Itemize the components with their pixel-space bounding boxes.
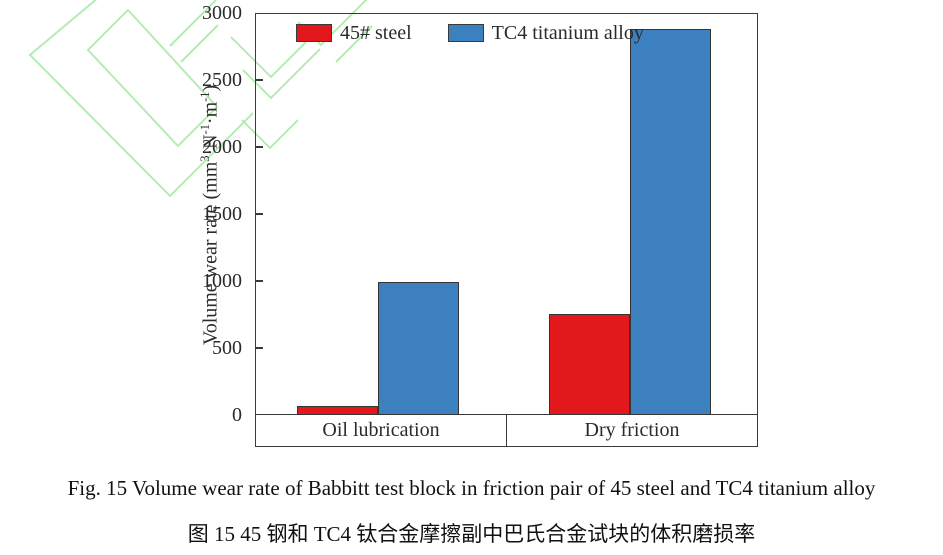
y-tick-mark-1000 [256,280,263,282]
caption-chinese: 图 15 45 钢和 TC4 钛合金摩擦副中巴氏合金试块的体积磨损率 [187,522,756,546]
y-tick-label-3000: 3000 [202,2,242,24]
bar-tc4-titanium-alloy-dry-friction [630,29,711,415]
y-tick-label-500: 500 [212,337,242,359]
category-axis-band: Oil lubrication Dry friction [255,414,758,447]
y-tick-label-2000: 2000 [202,136,242,158]
y-tick-label-1000: 1000 [202,270,242,292]
y-tick-mark-500 [256,347,263,349]
y-tick-mark-2000 [256,146,263,148]
legend-swatch-45-steel [296,24,332,42]
legend-label-tc4: TC4 titanium alloy [491,22,644,44]
bar-45-steel-dry-friction [549,314,630,415]
y-tick-mark-2500 [256,79,263,81]
legend: 45# steel TC4 titanium alloy [296,22,644,44]
y-tick-label-0: 0 [232,404,242,426]
category-label-dry-friction: Dry friction [584,419,680,441]
category-label-oil-lubrication: Oil lubrication [256,415,507,446]
legend-swatch-tc4 [447,24,484,42]
y-tick-label-2500: 2500 [202,69,242,91]
legend-label-45-steel: 45# steel [340,22,412,44]
y-tick-mark-1500 [256,213,263,215]
bar-45-steel-oil-lubrication [297,406,378,415]
caption-english: Fig. 15 Volume wear rate of Babbitt test… [67,476,876,500]
bar-tc4-titanium-alloy-oil-lubrication [378,282,459,415]
y-tick-label-1500: 1500 [202,203,242,225]
